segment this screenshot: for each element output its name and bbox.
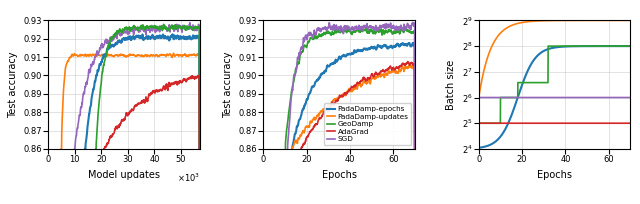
GeoDamp	[378, 28, 385, 31]
Line: AdaGrad: AdaGrad	[300, 62, 415, 158]
GeoDamp	[359, 29, 367, 31]
Line: PadaDamp-epochs: PadaDamp-epochs	[292, 43, 415, 158]
PadaDamp-updates	[359, 82, 367, 85]
GeoDamp	[307, 37, 315, 39]
GeoDamp	[296, 54, 304, 56]
SGD	[359, 30, 367, 32]
AdaGrad	[296, 157, 304, 159]
PadaDamp-updates	[396, 70, 404, 72]
PadaDamp-epochs	[307, 88, 315, 91]
AdaGrad	[378, 70, 385, 73]
GeoDamp	[411, 157, 419, 159]
PadaDamp-epochs	[296, 117, 304, 119]
AdaGrad	[396, 65, 404, 67]
PadaDamp-epochs	[359, 49, 367, 51]
PadaDamp-updates	[296, 134, 304, 136]
PadaDamp-epochs	[302, 100, 310, 103]
Y-axis label: Batch size: Batch size	[446, 60, 456, 110]
PadaDamp-epochs	[378, 46, 385, 49]
PadaDamp-updates	[302, 125, 310, 128]
AdaGrad	[307, 129, 315, 132]
X-axis label: Epochs: Epochs	[537, 170, 572, 180]
Y-axis label: Test accuracy: Test accuracy	[223, 51, 233, 118]
AdaGrad	[359, 77, 367, 79]
SGD	[296, 48, 304, 51]
SGD	[411, 157, 419, 159]
SGD	[396, 27, 404, 30]
SGD	[378, 26, 385, 28]
PadaDamp-updates	[307, 122, 315, 124]
X-axis label: Model updates: Model updates	[88, 170, 160, 180]
AdaGrad	[411, 157, 419, 159]
PadaDamp-updates	[378, 73, 385, 75]
PadaDamp-epochs	[396, 44, 404, 47]
X-axis label: Epochs: Epochs	[322, 170, 356, 180]
PadaDamp-epochs	[411, 157, 419, 159]
AdaGrad	[302, 137, 310, 140]
Line: PadaDamp-updates: PadaDamp-updates	[292, 65, 415, 158]
Legend: PadaDamp-epochs, PadaDamp-updates, GeoDamp, AdaGrad, SGD: PadaDamp-epochs, PadaDamp-updates, GeoDa…	[324, 103, 412, 145]
Text: $\times10^3$: $\times10^3$	[177, 172, 200, 184]
GeoDamp	[302, 45, 310, 47]
Y-axis label: Test accuracy: Test accuracy	[8, 51, 17, 118]
Line: GeoDamp: GeoDamp	[285, 28, 415, 158]
Line: SGD: SGD	[287, 22, 415, 158]
PadaDamp-updates	[411, 157, 419, 159]
GeoDamp	[396, 31, 404, 33]
SGD	[302, 35, 310, 37]
SGD	[307, 34, 315, 36]
